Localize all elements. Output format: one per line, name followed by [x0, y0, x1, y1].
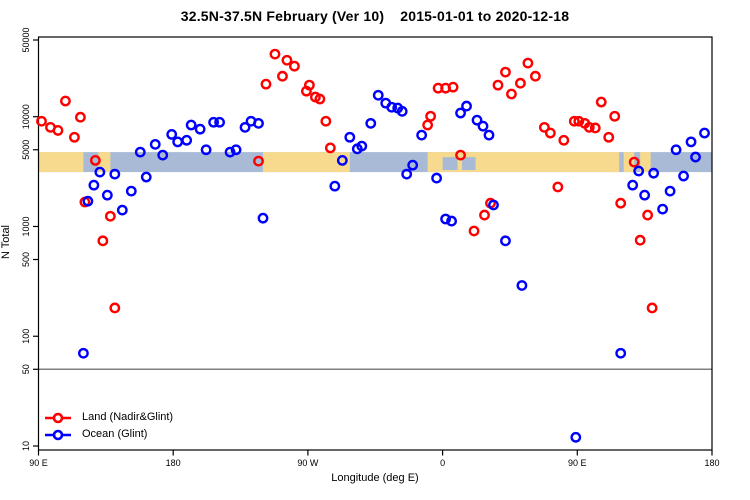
svg-text:10000: 10000 [21, 104, 31, 129]
scatter-points-land [36, 48, 658, 314]
svg-text:500: 500 [21, 252, 31, 267]
chart-date-range: 2015-01-01 to 2020-12-18 [400, 8, 570, 24]
land-series-symbol-icon [45, 412, 71, 423]
svg-text:90 W: 90 W [297, 458, 319, 468]
chart-title: 32.5N-37.5N February (Ver 10) 2015-01-01… [0, 8, 750, 24]
chart-title-text: 32.5N-37.5N February (Ver 10) [180, 8, 385, 24]
svg-text:180: 180 [166, 458, 181, 468]
y-axis-ticks: 10 50 100 500 1000 5000 10000 50000 [21, 27, 39, 451]
x-axis-title: Longitude (deg E) [331, 472, 419, 484]
svg-text:5000: 5000 [21, 140, 31, 160]
legend-item-ocean: Ocean (Glint) [44, 426, 173, 443]
svg-text:0: 0 [440, 458, 445, 468]
ocean-series-symbol-icon [45, 429, 71, 440]
svg-text:50: 50 [21, 364, 31, 374]
legend-item-land: Land (Nadir&Glint) [44, 409, 173, 426]
svg-text:180: 180 [704, 458, 719, 468]
svg-text:1000: 1000 [21, 216, 31, 236]
svg-text:90 E: 90 E [29, 458, 48, 468]
scatter-points-ocean [78, 89, 710, 443]
legend-label-ocean: Ocean (Glint) [82, 428, 148, 440]
svg-text:50000: 50000 [21, 27, 31, 52]
plot-box [37, 36, 713, 451]
y-axis-title: N Total [0, 224, 12, 260]
svg-text:10: 10 [21, 441, 31, 451]
svg-text:90 E: 90 E [568, 458, 587, 468]
svg-text:100: 100 [21, 329, 31, 344]
x-axis-ticks: 90 E 180 90 W 0 90 E 180 [29, 450, 720, 468]
land-ocean-band [38, 152, 712, 173]
legend-label-land: Land (Nadir&Glint) [82, 411, 174, 423]
legend: Land (Nadir&Glint) Ocean (Glint) [44, 409, 173, 443]
